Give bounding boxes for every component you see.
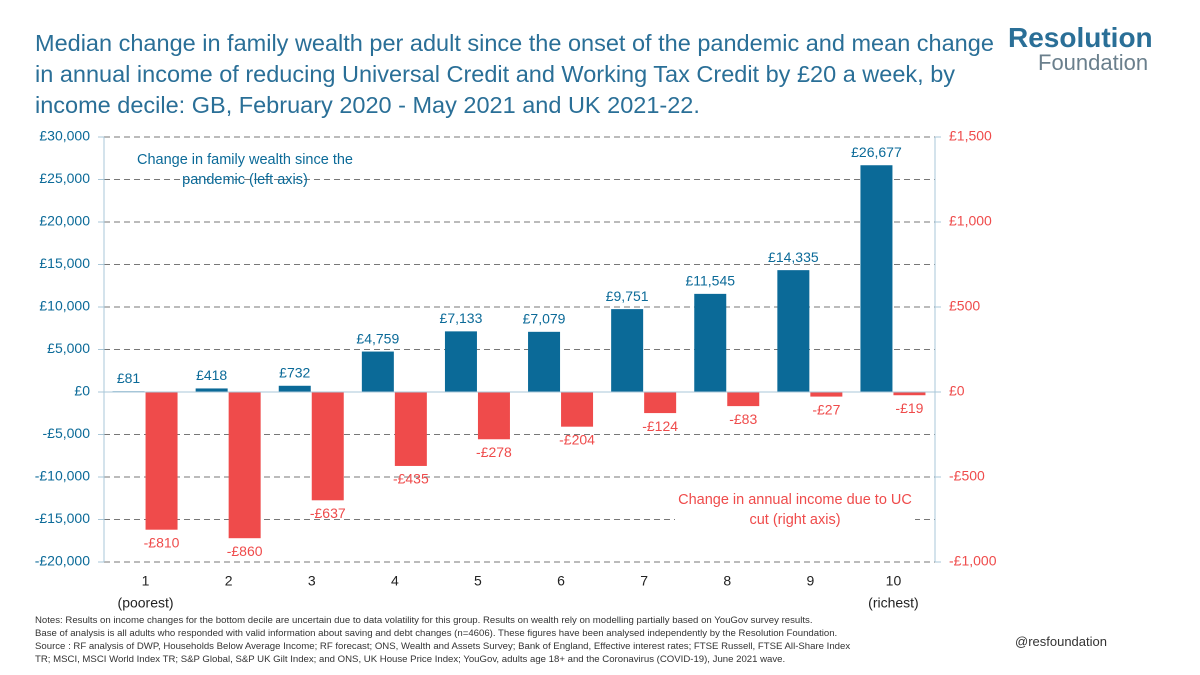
x-tick-label: 5 <box>474 573 482 589</box>
x-tick-sublabel: (poorest) <box>118 595 174 611</box>
legend-entry: Change in annual income due to UC cut (r… <box>675 490 915 530</box>
note-line: Notes: Results on income changes for the… <box>35 615 813 626</box>
y-tick-label: -£10,000 <box>35 468 90 484</box>
x-tick-label: 6 <box>557 573 565 589</box>
data-label: £418 <box>196 367 227 383</box>
data-label: £11,545 <box>685 273 735 289</box>
data-label: -£637 <box>310 505 346 521</box>
data-label: -£204 <box>559 431 595 447</box>
y-tick-label: -£20,000 <box>35 553 90 569</box>
y2-tick-label: £500 <box>949 298 980 314</box>
x-tick-label: 1 <box>142 573 150 589</box>
x-tick-label: 7 <box>640 573 648 589</box>
y-tick-label: £20,000 <box>39 213 90 229</box>
bar <box>228 392 261 539</box>
y-tick-label: £30,000 <box>39 128 90 144</box>
y2-tick-label: £1,000 <box>949 213 992 229</box>
data-label: -£83 <box>729 411 757 427</box>
legend-entry: Change in family wealth since the pandem… <box>136 152 353 188</box>
y2-tick-label: £0 <box>949 383 965 399</box>
bar <box>278 385 311 392</box>
y-tick-label: £25,000 <box>39 170 90 186</box>
bar <box>195 388 228 392</box>
bar <box>727 392 760 407</box>
bar <box>860 165 893 392</box>
y-tick-label: £0 <box>74 383 90 399</box>
y2-tick-label: -£500 <box>949 468 985 484</box>
note-line: Source : RF analysis of DWP, Households … <box>35 641 851 652</box>
x-tick-label: 4 <box>391 573 399 589</box>
data-label: £14,335 <box>768 249 819 265</box>
data-label: -£278 <box>476 444 512 460</box>
logo: Foundation <box>1038 50 1149 75</box>
data-label: -£19 <box>895 400 923 416</box>
data-label: -£810 <box>144 534 180 550</box>
bar <box>810 392 843 397</box>
bar <box>528 331 561 392</box>
data-label: £81 <box>117 370 141 386</box>
x-tick-label: 3 <box>308 573 316 589</box>
data-label: -£860 <box>227 543 263 559</box>
chart-title: Median change in family wealth per adult… <box>35 30 994 118</box>
bar <box>611 309 644 392</box>
y-tick-label: £10,000 <box>39 298 90 314</box>
data-label: -£27 <box>812 401 840 417</box>
note-line: TR; MSCI, MSCI World Index TR; S&P Globa… <box>35 654 786 665</box>
bar <box>694 293 727 392</box>
data-label: £7,079 <box>523 311 566 327</box>
logo: Resolution <box>1008 22 1153 53</box>
bar <box>361 351 394 392</box>
y-tick-label: -£5,000 <box>43 425 91 441</box>
bar <box>477 392 510 440</box>
y2-tick-label: £1,500 <box>949 128 992 144</box>
bar <box>893 392 926 396</box>
notes: Notes: Results on income changes for the… <box>35 614 850 666</box>
bar <box>311 392 344 501</box>
y-tick-label: -£15,000 <box>35 510 90 526</box>
bar <box>644 392 677 414</box>
data-label: -£124 <box>642 418 678 434</box>
data-label: £26,677 <box>851 144 902 160</box>
y2-tick-label: -£1,000 <box>949 553 997 569</box>
bar <box>394 392 427 466</box>
note-line: Base of analysis is all adults who respo… <box>35 628 838 639</box>
y-tick-label: £5,000 <box>47 340 90 356</box>
bar <box>777 270 810 392</box>
data-label: £9,751 <box>606 288 649 304</box>
bar <box>145 392 178 530</box>
handle: @resfoundation <box>1015 634 1107 649</box>
x-tick-sublabel: (richest) <box>868 595 919 611</box>
x-tick-label: 2 <box>225 573 233 589</box>
bar <box>561 392 594 427</box>
bar <box>444 331 477 392</box>
data-label: -£435 <box>393 471 429 487</box>
data-label: £7,133 <box>440 310 483 326</box>
data-label: £4,759 <box>356 330 399 346</box>
data-label: £732 <box>279 364 310 380</box>
x-tick-label: 9 <box>806 573 814 589</box>
y-tick-label: £15,000 <box>39 255 90 271</box>
x-tick-label: 8 <box>723 573 731 589</box>
x-tick-label: 10 <box>886 573 902 589</box>
